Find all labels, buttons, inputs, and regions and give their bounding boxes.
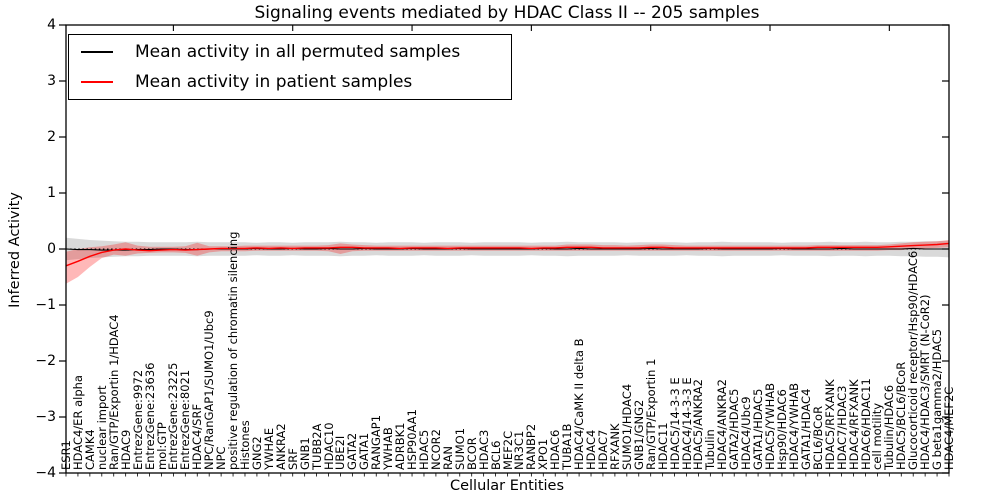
x-tick-label: SUMO1 [452, 427, 467, 470]
x-tick-label: HDAC11 [655, 422, 670, 470]
x-tick-label: RAN [440, 446, 455, 470]
patient-line-swatch [81, 81, 113, 84]
x-tick-label: Ran/GTP/Exportin 1 [643, 358, 658, 470]
y-tick-label: 2 [47, 129, 56, 145]
legend-label-permuted: Mean activity in all permuted samples [135, 41, 461, 62]
x-tick-label: HDAC4/MEF2C [942, 386, 956, 470]
y-tick-label: 1 [47, 185, 56, 201]
axes-frame [65, 24, 950, 474]
x-tick-label: ANKRA2 [273, 423, 288, 470]
x-tick-label: BCL6/BCoR [810, 405, 825, 470]
y-tick-label: 4 [47, 17, 56, 33]
x-tick-label: SRF [285, 448, 300, 470]
patient-confidence-band [66, 240, 949, 284]
legend-item-patient: Mean activity in patient samples [69, 68, 511, 96]
x-tick-label: TUBB2A [309, 423, 324, 470]
x-tick-label: nuclear import [94, 385, 109, 470]
legend: Mean activity in all permuted samples Me… [68, 34, 512, 100]
series-line [65, 242, 950, 267]
chart-title: Signaling events mediated by HDAC Class … [254, 3, 760, 23]
legend-label-patient: Mean activity in patient samples [135, 72, 413, 93]
x-tick-label: HDAC5/RFXANK [822, 379, 837, 470]
x-axis-label: Cellular Entities [449, 478, 565, 494]
y-tick-label: −4 [35, 465, 56, 481]
x-tick-label: GNB1/GNG2 [631, 399, 646, 470]
x-tick-label: HDAC3 [476, 429, 491, 470]
x-tick-label: HDAC4/RFXANK [846, 379, 861, 470]
x-tick-label: BCL6 [488, 440, 503, 470]
x-tick-label: GNB1 [297, 437, 312, 470]
x-tick-label: SUMO1/HDAC4 [619, 383, 634, 470]
x-tick-label: EntrezGene:9972 [130, 369, 145, 470]
x-tick-label: HDAC7/HDAC3 [834, 385, 849, 471]
x-tick-label: GATA1/HDAC4 [798, 388, 813, 470]
y-tick-label: 0 [47, 241, 56, 257]
permuted-line-swatch [81, 50, 113, 53]
x-tick-label: HDAC9 [118, 429, 133, 470]
y-tick-label: −1 [35, 297, 56, 313]
x-tick-label: BCOR [464, 437, 479, 470]
legend-item-permuted: Mean activity in all permuted samples [69, 38, 511, 66]
x-tick-label: Ran/GTP/Exportin 1/HDAC4 [106, 314, 121, 470]
y-tick-label: −3 [35, 409, 56, 425]
y-tick-label: −2 [35, 353, 56, 369]
y-tick-label: 3 [47, 73, 56, 89]
x-tick-label: EntrezGene:23636 [142, 362, 157, 470]
x-tick-label: HDAC5/14-3-3 E [667, 377, 682, 470]
